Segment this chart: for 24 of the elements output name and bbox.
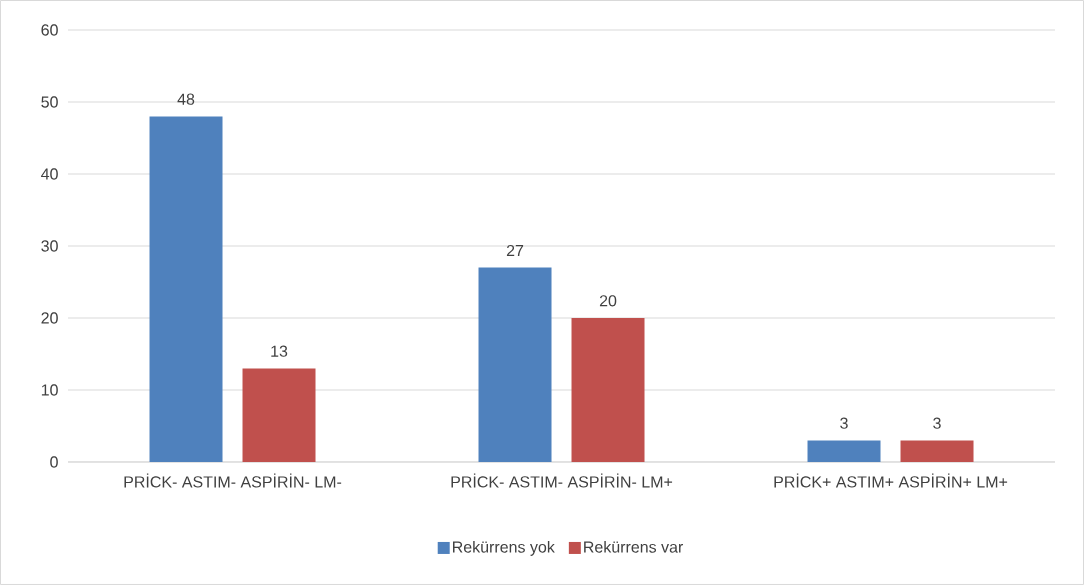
bar	[478, 267, 552, 462]
data-label: 27	[506, 244, 524, 257]
x-tick-label: PRİCK- ASTIM- ASPİRİN- LM-	[124, 473, 342, 488]
bar	[807, 440, 881, 462]
y-tick-label: 20	[41, 312, 58, 324]
data-label: 13	[271, 345, 288, 357]
data-label: 48	[177, 93, 195, 105]
y-tick-label: 0	[50, 456, 58, 468]
bar	[242, 368, 316, 462]
bar	[900, 440, 974, 462]
y-tick-label: 60	[41, 24, 58, 36]
data-label: 20	[599, 295, 617, 307]
x-tick-label: PRİCK+ ASTIM+ ASPİRİN+ LM+	[774, 473, 1008, 488]
legend-label: Rekürrens yok	[453, 540, 555, 556]
data-label: 3	[840, 417, 848, 429]
legend-label: Rekürrens var	[584, 540, 684, 553]
y-tick-label: 10	[41, 384, 58, 396]
data-label: 3	[933, 417, 941, 429]
x-tick-label: PRİCK- ASTIM- ASPİRİN- LM+	[451, 473, 673, 488]
bar	[571, 317, 645, 462]
y-tick-label: 50	[41, 96, 58, 108]
bar	[149, 116, 223, 462]
y-tick-label: 40	[41, 168, 58, 180]
y-tick-label: 30	[41, 240, 58, 252]
